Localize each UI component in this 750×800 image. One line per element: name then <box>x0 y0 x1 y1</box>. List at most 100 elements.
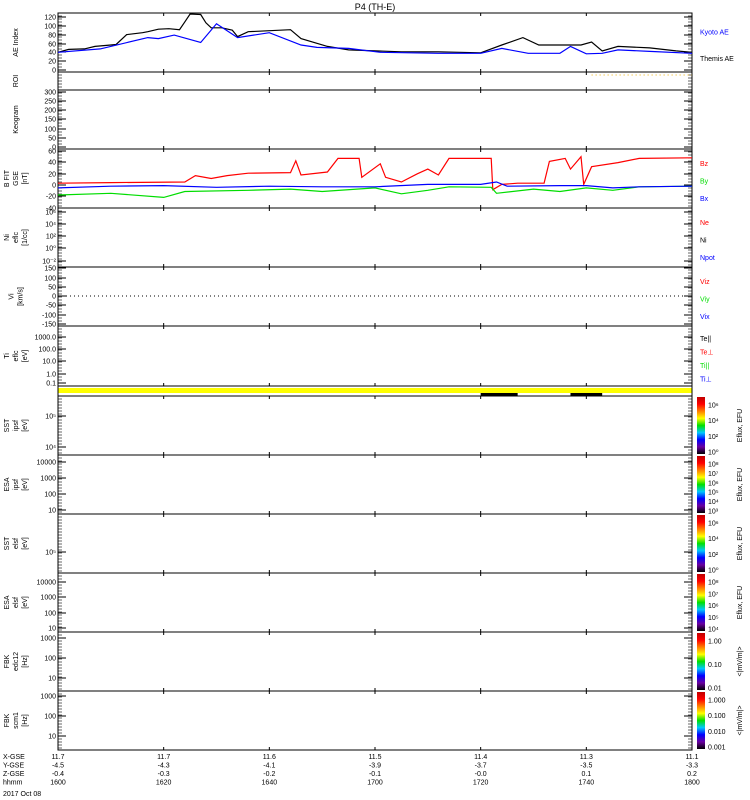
y-tick-label: 1000 <box>40 694 56 701</box>
y-axis-label: Ni <box>4 234 11 241</box>
y-tick-label: 10000 <box>37 580 57 587</box>
legend-npot: Npot <box>700 255 715 262</box>
x-axis-value: -3.9 <box>369 763 381 770</box>
panel-frame <box>57 325 693 387</box>
panel-frame <box>57 148 693 209</box>
colorbar-label: Eflux, EFU <box>737 468 744 501</box>
legend-kyoto ae: Kyoto AE <box>700 29 729 36</box>
colorbar-tick-label: 10⁴ <box>708 536 719 543</box>
x-axis-value: 11.6 <box>263 754 276 761</box>
y-axis-label: AE Index <box>13 28 20 57</box>
colorbar-tick-label: 10⁶ <box>708 521 719 528</box>
y-tick-label: 120 <box>44 15 56 22</box>
x-axis-value: 11.5 <box>368 754 381 761</box>
colorbar-tick-label: 1.000 <box>708 698 726 705</box>
colorbar-tick-label: 10⁶ <box>708 603 719 610</box>
colorbar-label: Eflux, EFU <box>737 586 744 619</box>
colorbar-label: Eflux, EFU <box>737 409 744 442</box>
x-axis-value: 11.3 <box>580 754 593 761</box>
y-tick-label: 10.0 <box>42 359 56 366</box>
colorbar: 10⁶ 10⁴ 10² 10⁰ Eflux, EFU <box>697 397 744 457</box>
legend-ti⊥: Ti⊥ <box>700 376 712 383</box>
y-tick-label: 100 <box>44 714 56 721</box>
x-axis-value: 1700 <box>367 780 383 787</box>
mode-bar <box>58 388 692 393</box>
y-tick-label: 10⁴ <box>45 222 56 229</box>
y-axis-label: [km/s] <box>18 287 25 306</box>
x-axis-value: 1640 <box>262 780 278 787</box>
y-tick-label: 0 <box>52 145 56 152</box>
y-tick-label: 10⁻² <box>42 259 56 266</box>
x-axis-value: -0.2 <box>263 771 275 778</box>
date-label: 2017 Oct 08 <box>3 791 41 798</box>
legend-bz: Bz <box>700 161 709 168</box>
x-axis-value: 1620 <box>156 780 172 787</box>
y-tick-label: 1000.0 <box>35 335 57 342</box>
panel-sst_i: SST ipsf [eV] 10⁵ 10⁴ 10⁶ 10⁴ 10² 10⁰ Eflux, EFU <box>4 395 744 457</box>
y-tick-label: 50 <box>48 285 56 292</box>
y-tick-label: 10⁰ <box>45 245 56 253</box>
y-tick-label: 40 <box>48 160 56 167</box>
colorbar-tick-label: 0.10 <box>708 662 722 669</box>
colorbar: 1.00 0.10 0.01 <|mV/m|> <box>697 633 744 693</box>
colorbar-tick-label: 0.010 <box>708 729 726 736</box>
series-bx <box>57 181 693 189</box>
y-axis-label: edc12 <box>13 652 20 671</box>
series-by <box>57 185 693 199</box>
panel-sst_e: SST elsf [eV] 10⁵ 10⁶ 10⁴ 10² 10⁰ Eflux, EFU <box>4 513 744 575</box>
y-tick-label: 1000 <box>40 636 56 643</box>
y-axis-label: elsf <box>13 597 20 608</box>
y-tick-label: 20 <box>48 172 56 179</box>
colorbar-tick-label: 0.001 <box>708 745 726 752</box>
colorbar-tick-label: 0.100 <box>708 713 726 720</box>
y-axis-label: Ti <box>4 353 11 359</box>
panel-vi: Vi [km/s] 150 100 50 0 -50 -100 -150 Viz Viy Vix <box>9 266 711 329</box>
colorbar-tick-label: 0.01 <box>708 686 722 693</box>
plot-title: P4 (TH-E) <box>355 2 396 12</box>
y-tick-label: 100 <box>44 127 56 134</box>
panel-frame <box>57 513 693 574</box>
x-axis-value: 1720 <box>473 780 489 787</box>
y-tick-label: 100 <box>44 656 56 663</box>
colorbar-scale <box>697 456 705 513</box>
y-tick-label: -100 <box>42 313 56 320</box>
y-tick-label: 10⁵ <box>45 414 56 421</box>
y-tick-label: 100 <box>44 492 56 499</box>
x-axis-value: -4.1 <box>263 763 275 770</box>
x-axis-value: 1600 <box>50 780 66 787</box>
colorbar-tick-label: 10⁶ <box>708 480 719 487</box>
y-tick-label: 0.1 <box>46 381 56 388</box>
colorbar: 10⁸ 10⁷ 10⁶ 10⁵ 10⁴ Eflux, EFU <box>697 574 744 634</box>
y-tick-label: 100 <box>44 24 56 31</box>
y-tick-label: 10² <box>46 234 57 241</box>
x-axis-value: 1800 <box>684 780 700 787</box>
x-axis-value: 11.1 <box>685 754 698 761</box>
y-axis-label: ESA <box>4 595 11 609</box>
x-axis-value: -3.7 <box>475 763 487 770</box>
y-axis-label: scm1 <box>13 712 20 729</box>
colorbar-tick-label: 10⁴ <box>708 499 719 506</box>
panel-frame <box>57 690 693 751</box>
y-axis-label: [1/cc] <box>22 229 29 246</box>
panel-keogram: Keogram 300 250 200 150 100 50 0 <box>13 89 693 152</box>
y-tick-label: 10000 <box>37 460 57 467</box>
colorbar-tick-label: 10⁰ <box>708 567 719 575</box>
y-tick-label: 1000 <box>40 595 56 602</box>
y-axis-label: ROI <box>13 75 20 88</box>
y-axis-label: Vi <box>9 293 16 300</box>
x-axis-value: -4.5 <box>52 763 64 770</box>
legend-vix: Vix <box>700 314 710 321</box>
y-axis-label: FBK <box>4 654 11 668</box>
panel-frame <box>57 454 693 515</box>
y-tick-label: 0 <box>52 294 56 301</box>
panel-ti: Ti eflc [eV] 1000.0 100.0 10.0 1.0 0.1 Te|| Te⊥ Ti… <box>4 325 714 388</box>
y-axis-label: ESA <box>4 477 11 491</box>
colorbar: 1.000 0.100 0.010 0.001 <|mV/m|> <box>697 692 744 752</box>
y-tick-label: 150 <box>44 266 56 273</box>
mode-bar-segment <box>480 393 518 396</box>
y-axis-label: eflc <box>13 232 20 243</box>
y-tick-label: 100 <box>44 276 56 283</box>
